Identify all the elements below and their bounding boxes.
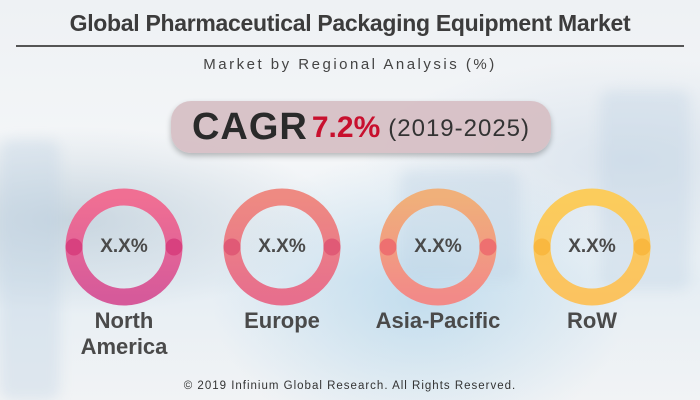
ring-asia-pacific: X.X%: [379, 188, 497, 306]
ring-row: X.X%: [533, 188, 651, 306]
region-value: X.X%: [414, 236, 462, 257]
region-label-row: RoW: [532, 308, 652, 334]
region-value: X.X%: [258, 236, 306, 257]
ring-europe: X.X%: [223, 188, 341, 306]
page-title: Global Pharmaceutical Packaging Equipmen…: [69, 10, 631, 36]
cagr-label: CAGR: [191, 105, 308, 148]
region-label-line1: North: [94, 308, 154, 333]
region-label-asia-pacific: Asia-Pacific: [363, 308, 513, 334]
background-vial-left: [0, 140, 60, 400]
cagr-badge: CAGR 7.2% (2019-2025): [171, 101, 551, 153]
donut-ring-icon: [379, 188, 497, 306]
title-divider: [16, 45, 684, 47]
background-vial-center: [400, 170, 520, 280]
region-label-line1: Europe: [244, 308, 320, 333]
donut-ring-icon: [65, 188, 183, 306]
copyright-footer: © 2019 Infinium Global Research. All Rig…: [183, 380, 517, 392]
cagr-period: (2019-2025): [388, 115, 531, 142]
page-subtitle: Market by Regional Analysis (%): [203, 56, 497, 73]
region-label-line1: RoW: [566, 308, 618, 333]
donut-ring-icon: [223, 188, 341, 306]
region-value: X.X%: [100, 236, 148, 257]
region-label-line2: America: [80, 334, 168, 359]
donut-ring-icon: [533, 188, 651, 306]
region-label-line1: Asia-Pacific: [375, 308, 501, 333]
ring-north-america: X.X%: [65, 188, 183, 306]
cagr-value: 7.2%: [311, 111, 381, 144]
region-label-europe: Europe: [222, 308, 342, 334]
region-label-north-america: North America: [64, 308, 184, 360]
region-value: X.X%: [568, 236, 616, 257]
